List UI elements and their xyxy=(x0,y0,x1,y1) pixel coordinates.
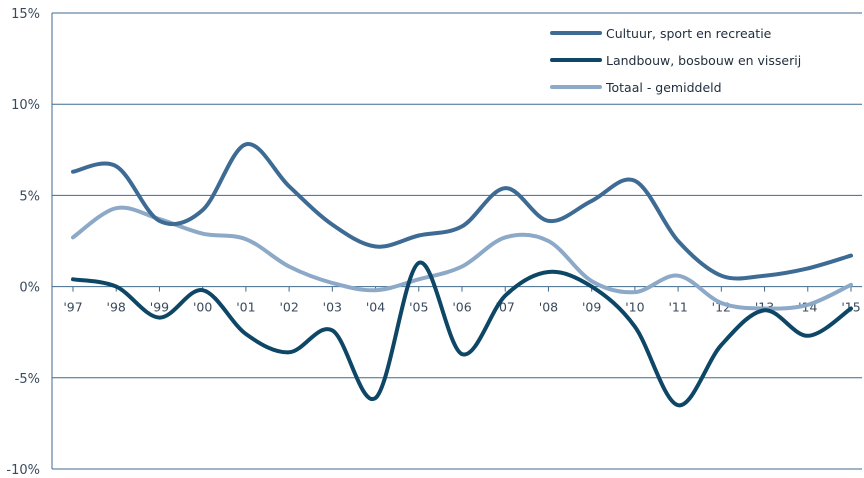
series-line-1 xyxy=(71,260,853,408)
legend-label: Landbouw, bosbouw en visserij xyxy=(606,53,801,68)
x-tick-label: '03 xyxy=(323,300,342,315)
y-tick-label: -5% xyxy=(15,372,40,387)
y-tick-label: 5% xyxy=(19,189,40,204)
y-tick-label: 0% xyxy=(19,281,40,296)
y-tick-label: -10% xyxy=(6,463,40,478)
y-axis: 15% 10% 5% 0% -5% -10% xyxy=(6,7,53,478)
y-tick-label: 15% xyxy=(11,7,40,22)
x-tick-label: '10 xyxy=(625,300,644,315)
gridlines xyxy=(52,12,862,470)
x-tick-label: '97 xyxy=(63,300,82,315)
x-tick-label: '99 xyxy=(150,300,169,315)
x-axis: '97'98'99'00'01'02'03'04'05'06'07'08'09 '… xyxy=(63,286,861,315)
x-tick-label: '98 xyxy=(107,300,126,315)
x-tick-label: '04 xyxy=(366,300,385,315)
x-tick-label: '05 xyxy=(409,300,428,315)
x-tick-label: '09 xyxy=(582,300,601,315)
legend-label: Cultuur, sport en recreatie xyxy=(606,26,772,41)
x-tick-label: '11 xyxy=(668,300,687,315)
legend: Cultuur, sport en recreatie Landbouw, bos… xyxy=(550,26,801,95)
x-tick-label: '00 xyxy=(193,300,212,315)
x-tick-label: '06 xyxy=(452,300,471,315)
x-tick-label: '01 xyxy=(236,300,255,315)
y-tick-label: 10% xyxy=(11,98,40,113)
series-line-0 xyxy=(71,142,853,281)
x-tick-label: '02 xyxy=(279,300,298,315)
x-tick-label: '08 xyxy=(539,300,558,315)
series-lines xyxy=(71,142,853,408)
legend-label: Totaal - gemiddeld xyxy=(605,80,722,95)
